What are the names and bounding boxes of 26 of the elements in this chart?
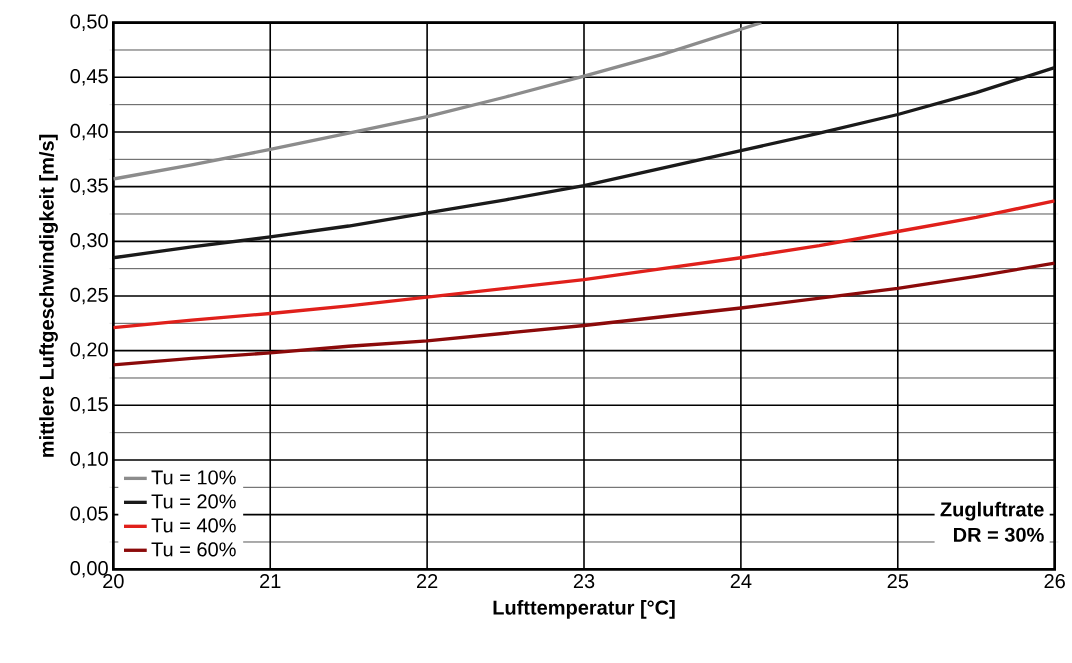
y-tick-label: 0,35 xyxy=(70,178,108,196)
annotation: Zugluftrate xyxy=(940,501,1044,521)
x-tick-label: 23 xyxy=(573,574,595,589)
y-tick-label: 0,50 xyxy=(70,14,108,32)
y-axis-title: mittlere Luftgeschwindigkeit [m/s] xyxy=(39,135,58,458)
x-tick-label: 25 xyxy=(887,574,909,589)
x-axis-title: Lufttemperatur [°C] xyxy=(493,600,675,619)
x-tick-label: 22 xyxy=(417,574,438,589)
y-tick-label: 0,20 xyxy=(70,342,108,360)
y-tick-label: 0,40 xyxy=(70,123,108,141)
annotation: DR = 30% xyxy=(953,527,1044,543)
x-tick-label: 21 xyxy=(260,574,281,589)
x-tick-label: 24 xyxy=(730,574,752,589)
y-tick-label: 0,15 xyxy=(70,397,108,414)
y-tick-label: 0,05 xyxy=(70,506,108,524)
line-series xyxy=(113,22,763,181)
legend-label: Tu = 20% xyxy=(151,494,236,509)
y-tick-label: 0,30 xyxy=(70,233,108,250)
line-series xyxy=(113,65,1055,260)
y-tick-label: 0,10 xyxy=(70,451,108,469)
legend-label: Tu = 10% xyxy=(151,470,236,485)
x-tick-label: 26 xyxy=(1044,574,1065,589)
y-tick-label: 0,45 xyxy=(70,69,108,86)
y-tick-label: 0,25 xyxy=(70,287,108,305)
legend-label: Tu = 40% xyxy=(151,518,236,533)
legend-label: Tu = 60% xyxy=(151,542,236,557)
